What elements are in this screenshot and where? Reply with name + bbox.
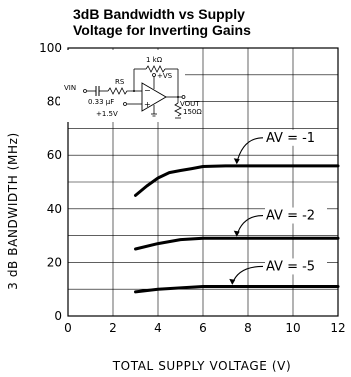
x-axis-label: TOTAL SUPPLY VOLTAGE (V) [112, 359, 292, 373]
chart-title-line-1: 3dB Bandwidth vs Supply [73, 6, 245, 22]
series-annotation-label: AV = -1 [266, 131, 315, 146]
annotation-arrowhead [233, 158, 240, 165]
rs-label: RS [115, 78, 125, 86]
input-terminal [83, 89, 87, 93]
series-line [134, 236, 340, 251]
x-tick-label: 0 [64, 321, 72, 335]
annotation-arrowhead [229, 278, 236, 285]
series-lines [134, 164, 340, 294]
chart-title-line-2: Voltage for Inverting Gains [73, 22, 251, 38]
series-annotation-label: AV = -2 [266, 209, 315, 224]
op-amp-symbol [141, 82, 167, 112]
series-annotations: AV = -1 AV = -2 AV = -5 [229, 129, 327, 285]
vin-label: VIN [64, 84, 76, 92]
y-tick-label: 60 [47, 148, 62, 162]
vplus-label: +VS [157, 72, 173, 80]
y-tick-label: 80 [47, 95, 62, 109]
svg-text:−: − [144, 86, 151, 95]
rl-label: 150Ω [183, 108, 202, 116]
annotation-background [265, 129, 327, 146]
y-tick-label: 100 [39, 41, 62, 55]
rf-label: 1 kΩ [146, 56, 163, 64]
vout-label: VOUT [180, 100, 200, 108]
x-tick-labels: 0 2 4 6 8 10 12 [64, 321, 345, 335]
series-line [134, 164, 340, 197]
rs-resistor [107, 87, 131, 95]
annotation-leader [236, 214, 264, 236]
axes [67, 47, 339, 317]
svg-text:+: + [144, 100, 151, 109]
x-tick-label: 12 [330, 321, 345, 335]
y-tick-label: 20 [47, 255, 62, 269]
rl-resistor [174, 102, 182, 117]
annotation-leader [236, 137, 264, 164]
bias-label: +1.5V [96, 110, 118, 118]
x-tick-label: 6 [199, 321, 207, 335]
x-tick-label: 8 [244, 321, 252, 335]
series-annotation-label: AV = -5 [266, 259, 315, 274]
circuit-schematic: − + 1 kΩ +VS VIN RS 0.33 µF +1. [60, 50, 202, 122]
y-tick-labels: 0 20 40 60 80 100 [39, 41, 62, 323]
annotation-background [265, 258, 327, 275]
plot-frame [67, 47, 339, 317]
annotation-leader [231, 265, 264, 285]
x-tick-label: 4 [154, 321, 162, 335]
cap-label: 0.33 µF [88, 98, 114, 106]
x-tick-label: 2 [109, 321, 117, 335]
y-axis-label: 3 dB BANDWIDTH (MHz) [6, 132, 20, 290]
y-tick-label: 0 [54, 309, 62, 323]
x-tick-label: 10 [285, 321, 300, 335]
rf-resistor [145, 65, 166, 73]
annotation-background [265, 207, 327, 224]
series-line [134, 285, 340, 294]
annotation-arrowhead [233, 230, 240, 237]
y-tick-label: 40 [47, 202, 62, 216]
